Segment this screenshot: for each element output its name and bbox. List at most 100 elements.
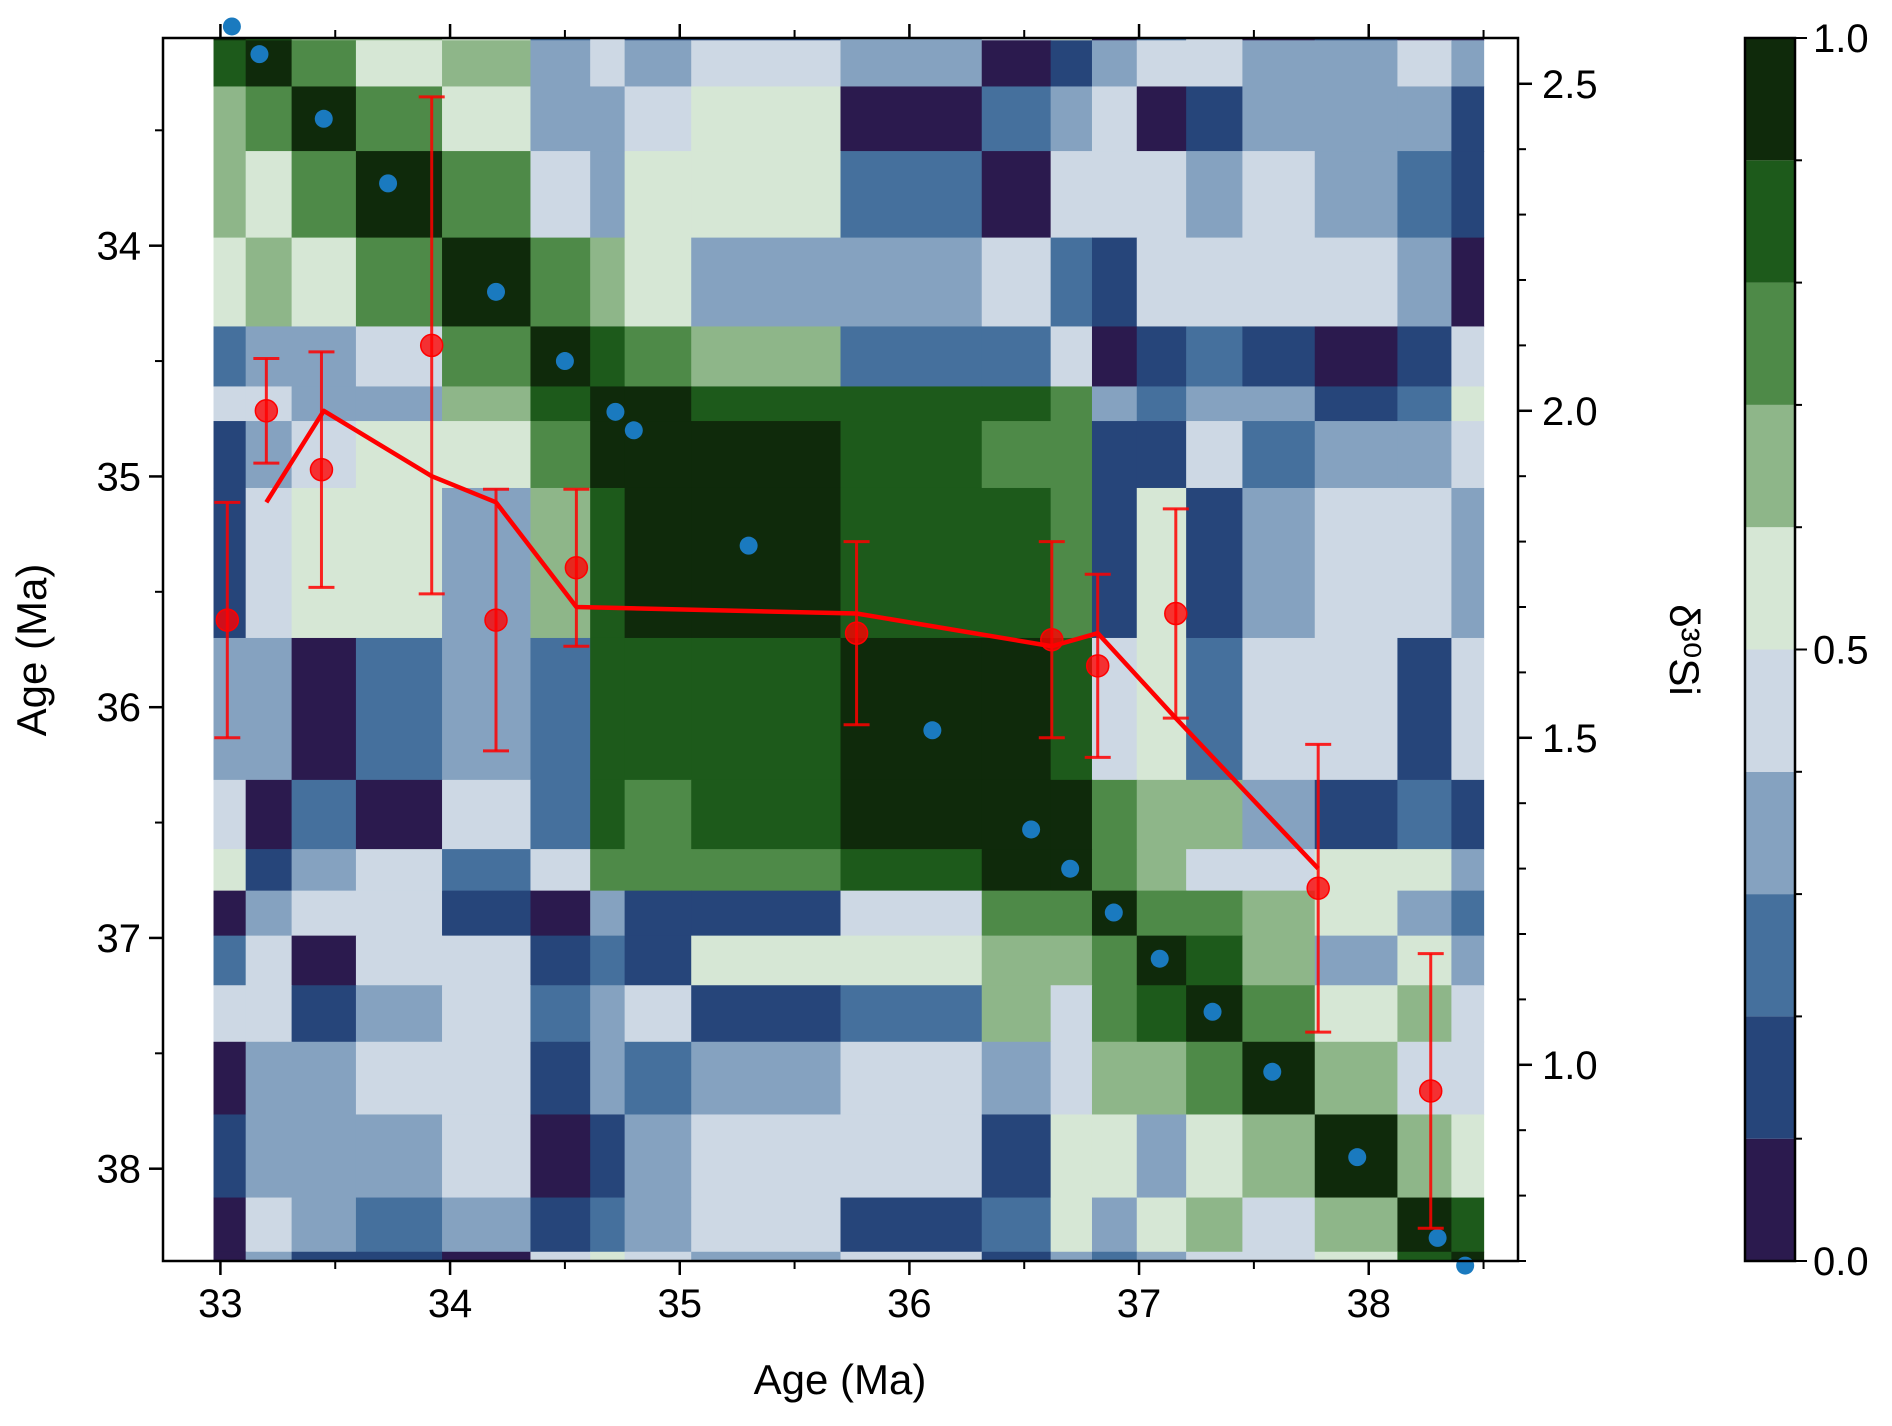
heatmap-cell: [1242, 890, 1316, 937]
heatmap-cell: [213, 1251, 247, 1261]
heatmap-cell: [1050, 779, 1093, 850]
heatmap-cell: [1136, 237, 1187, 328]
heatmap-cell: [1136, 40, 1187, 88]
heatmap-cell: [691, 151, 842, 239]
heatmap-cell: [1397, 151, 1452, 239]
heatmap-cell: [442, 890, 532, 937]
heatmap-cell: [590, 151, 626, 239]
heatmap-cell: [1136, 326, 1187, 388]
heatmap-cell: [1242, 985, 1316, 1043]
heatmap-cell: [1242, 779, 1316, 850]
heatmap-cell: [355, 779, 443, 850]
heatmap-cell: [1397, 1041, 1452, 1116]
heatmap-cell: [624, 237, 692, 328]
heatmap-cell: [590, 86, 626, 152]
heatmap-cell: [442, 386, 532, 422]
si-marker: [484, 608, 508, 632]
heatmap-cell: [245, 779, 293, 850]
heatmap-cell: [840, 849, 983, 892]
heatmap-cell: [355, 38, 443, 41]
heatmap-cell: [213, 151, 247, 239]
heatmap-cell: [530, 985, 591, 1043]
heatmap-cell: [624, 386, 692, 422]
trend-line: [264, 408, 1320, 871]
diagonal-point: [1456, 1256, 1475, 1275]
colorbar-block: [1745, 1138, 1795, 1261]
heatmap-cell: [530, 935, 591, 986]
diagonal-point: [606, 402, 625, 421]
heatmap-cell: [291, 1041, 357, 1116]
heatmap-cell: [1314, 86, 1399, 152]
x-axis-label: Age (Ma): [754, 1356, 927, 1403]
heatmap: [213, 38, 1485, 1261]
heatmap-cell: [291, 1114, 357, 1199]
heatmap-cell: [981, 637, 1052, 781]
heatmap-cell: [355, 985, 443, 1043]
heatmap-cell: [1091, 935, 1138, 986]
heatmap-cell: [530, 1041, 591, 1116]
heatmap-cell: [981, 421, 1052, 489]
heatmap-cell: [1451, 1197, 1485, 1253]
diagonal-point: [1263, 1062, 1282, 1081]
heatmap-cell: [530, 1197, 591, 1253]
heatmap-cell: [291, 237, 357, 328]
x-tick-label: 36: [887, 1282, 932, 1326]
heatmap-cell: [1091, 779, 1138, 850]
heatmap-cell: [1136, 151, 1187, 239]
heatmap-cell: [981, 890, 1052, 937]
heatmap-cell: [624, 637, 692, 781]
heatmap-cell: [1451, 849, 1485, 892]
heatmap-cell: [1050, 86, 1093, 152]
heatmap-cell: [1397, 985, 1452, 1043]
heatmap-cell: [1314, 151, 1399, 239]
heatmap-cell: [1050, 421, 1093, 489]
heatmap-cell: [355, 487, 443, 639]
heatmap-cell: [442, 1197, 532, 1253]
heatmap-cell: [1397, 935, 1452, 986]
heatmap-cell: [981, 237, 1052, 328]
heatmap-cell: [624, 86, 692, 152]
colorbar-block: [1745, 649, 1795, 772]
heatmap-cell: [590, 890, 626, 937]
heatmap-cell: [291, 40, 357, 88]
heatmap-cell: [530, 86, 591, 152]
diagonal-point: [624, 421, 643, 440]
heatmap-cell: [213, 779, 247, 850]
heatmap-cell: [1050, 38, 1093, 41]
heatmap-cell: [1186, 849, 1244, 892]
heatmap-cell: [1136, 421, 1187, 489]
x-axis: 33 34 35 36 37 38: [198, 1261, 1485, 1326]
heatmap-cell: [245, 890, 293, 937]
heatmap-cell: [1314, 487, 1399, 639]
x-tick-label: 35: [657, 1282, 702, 1326]
heatmap-cell: [624, 487, 692, 639]
heatmap-cell: [245, 849, 293, 892]
heatmap-cell: [1050, 151, 1093, 239]
heatmap-cell: [981, 326, 1052, 388]
heatmap-cell: [213, 38, 247, 41]
heatmap-cell: [213, 849, 247, 892]
heatmap-cell: [530, 237, 591, 328]
colorbar: 0.0 0.5 1.0: [1743, 17, 1869, 1284]
y-tick-label: 34: [97, 225, 142, 269]
heatmap-cell: [245, 935, 293, 986]
heatmap-cell: [1242, 1251, 1316, 1261]
y-tick-label: 37: [97, 917, 142, 961]
heatmap-cell: [245, 86, 293, 152]
heatmap-cell: [624, 935, 692, 986]
heatmap-cell: [245, 151, 293, 239]
heatmap-cell: [1186, 487, 1244, 639]
heatmap-cell: [530, 890, 591, 937]
diagonal-point: [739, 536, 758, 555]
diagonal-point: [250, 45, 269, 64]
heatmap-cell: [1451, 237, 1485, 328]
plot-frame: [161, 36, 1520, 1263]
heatmap-cell: [624, 151, 692, 239]
heatmap-cell: [1451, 86, 1485, 152]
heatmap-cell: [1186, 890, 1244, 937]
heatmap-cell: [291, 151, 357, 239]
x-tick-label: 34: [428, 1282, 473, 1326]
heatmap-cell: [213, 985, 247, 1043]
heatmap-cell: [245, 1114, 293, 1199]
heatmap-cell: [1050, 487, 1093, 639]
